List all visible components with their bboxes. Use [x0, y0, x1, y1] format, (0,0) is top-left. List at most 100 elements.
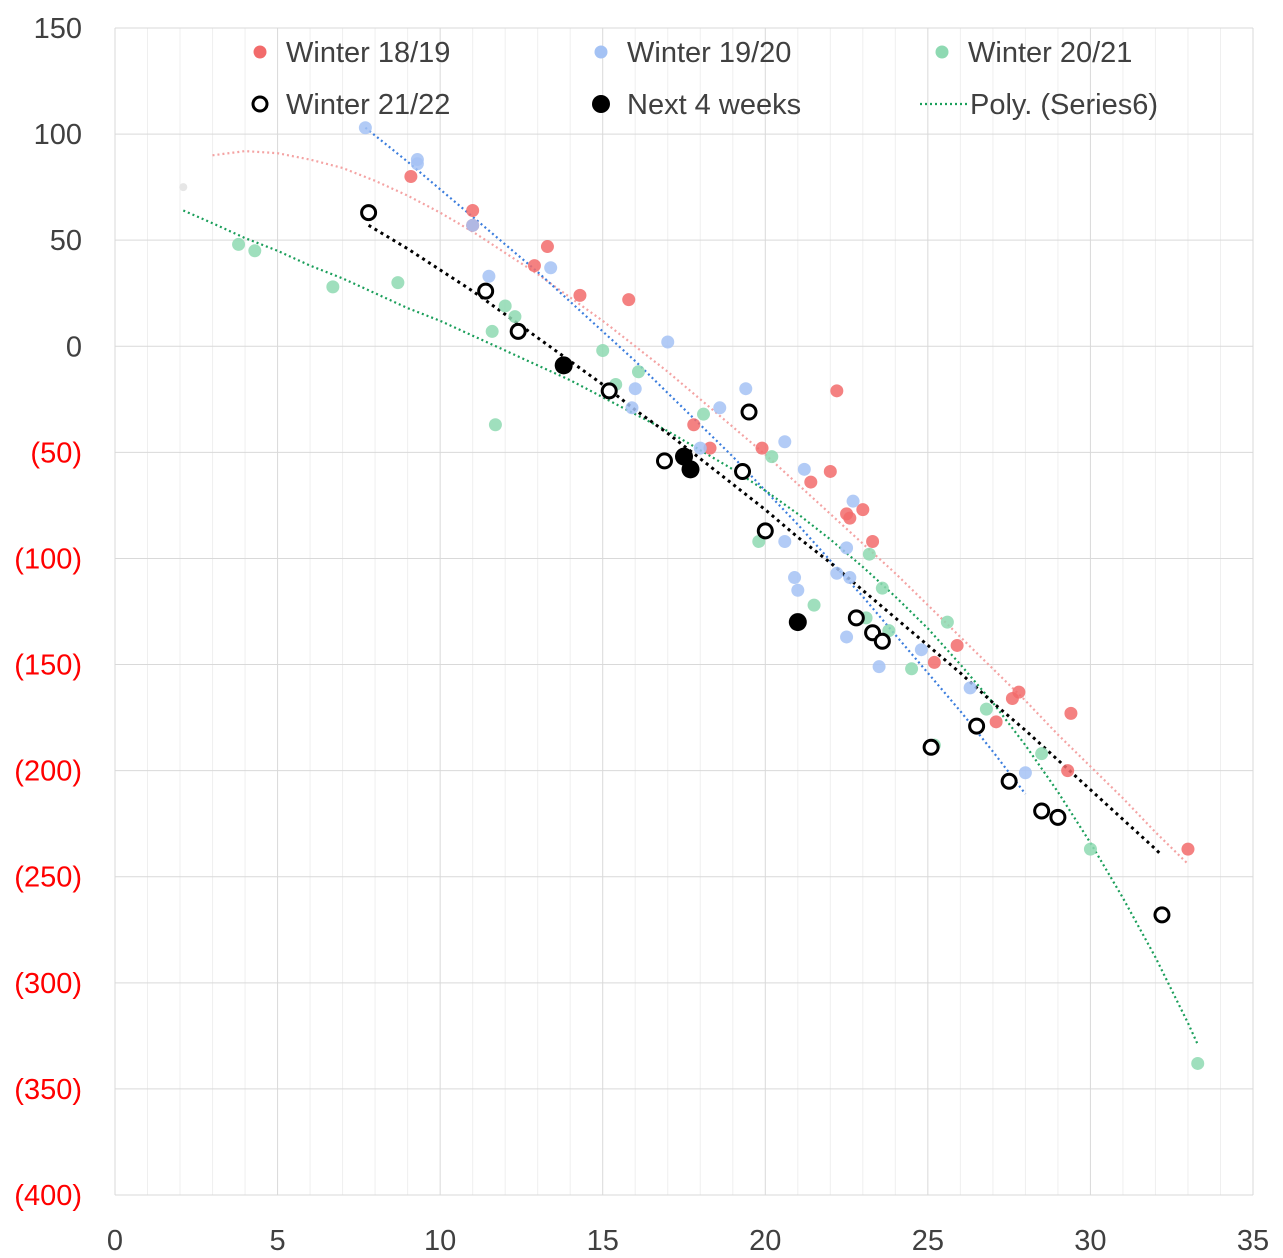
- data-point: [905, 662, 919, 676]
- data-point: [466, 203, 480, 217]
- data-point: [326, 280, 340, 294]
- data-point: [843, 571, 857, 585]
- data-point: [788, 613, 807, 632]
- data-point: [739, 382, 753, 396]
- data-point: [360, 204, 378, 222]
- data-point: [661, 335, 675, 349]
- data-point: [179, 183, 188, 192]
- data-point: [740, 403, 758, 421]
- data-point: [391, 276, 405, 290]
- data-point: [1000, 772, 1018, 790]
- y-tick-label: (150): [14, 650, 82, 682]
- x-tick-label: 0: [107, 1225, 123, 1257]
- data-point: [788, 571, 802, 585]
- data-point: [544, 261, 558, 275]
- y-tick-label: 0: [66, 331, 82, 363]
- data-point: [873, 632, 891, 650]
- x-tick-label: 15: [587, 1225, 619, 1257]
- data-point: [498, 299, 512, 313]
- data-point: [482, 269, 496, 283]
- data-point: [765, 450, 779, 464]
- data-point: [693, 441, 707, 455]
- legend-label: Poly. (Series6): [970, 89, 1158, 121]
- data-point: [1033, 802, 1051, 820]
- legend-label: Winter 19/20: [627, 37, 791, 69]
- data-point: [713, 401, 727, 415]
- y-tick-label: (400): [14, 1180, 82, 1212]
- trendlines: [182, 126, 1199, 1045]
- data-point: [840, 630, 854, 644]
- data-point: [358, 121, 372, 135]
- y-tick-label: 150: [34, 13, 82, 45]
- data-point: [872, 660, 886, 674]
- legend-marker: [935, 45, 949, 59]
- y-tick-label: (200): [14, 756, 82, 788]
- data-point: [509, 322, 527, 340]
- y-tick-label: (250): [14, 862, 82, 894]
- data-point: [477, 282, 495, 300]
- data-point: [807, 598, 821, 612]
- data-point: [846, 494, 860, 508]
- data-point: [922, 738, 940, 756]
- data-point: [847, 609, 865, 627]
- data-point: [488, 418, 502, 432]
- data-point: [625, 401, 639, 415]
- data-point: [1018, 766, 1032, 780]
- data-point: [466, 218, 480, 232]
- x-axis-tick-labels: 0 5 10 15 20 25 30 35: [107, 1225, 1269, 1257]
- data-point: [778, 534, 792, 548]
- data-point: [1049, 808, 1067, 826]
- data-point: [540, 240, 554, 254]
- data-point: [1035, 747, 1049, 761]
- data-point: [804, 475, 818, 489]
- data-point: [862, 547, 876, 561]
- data-point: [404, 170, 418, 184]
- data-point: [703, 441, 717, 455]
- data-point: [979, 702, 993, 716]
- data-point: [600, 382, 618, 400]
- data-point: [823, 464, 837, 478]
- data-point: [856, 503, 870, 517]
- y-axis-tick-labels: 150 100 50 0 (50) (100) (150) (200) (250) (300) (3…: [14, 13, 82, 1212]
- data-point: [840, 541, 854, 555]
- data-point: [734, 462, 752, 480]
- data-point: [631, 365, 645, 379]
- data-point: [1191, 1056, 1205, 1070]
- data-point: [755, 441, 769, 455]
- legend-marker: [594, 45, 608, 59]
- x-tick-label: 30: [1074, 1225, 1106, 1257]
- data-point: [843, 511, 857, 525]
- data-point: [628, 382, 642, 396]
- data-point: [1153, 906, 1171, 924]
- legend-marker: [253, 45, 267, 59]
- data-point: [830, 566, 844, 580]
- y-tick-label: (100): [14, 543, 82, 575]
- y-tick-label: 100: [34, 119, 82, 151]
- trendline: [364, 126, 1027, 795]
- data-point: [756, 522, 774, 540]
- data-point: [963, 681, 977, 695]
- data-point: [989, 715, 1003, 729]
- y-tick-label: 50: [50, 225, 82, 257]
- data-point: [232, 237, 246, 251]
- data-point: [875, 581, 889, 595]
- data-point: [1061, 764, 1075, 778]
- data-point: [687, 418, 701, 432]
- data-point: [830, 384, 844, 398]
- x-tick-label: 35: [1237, 1225, 1269, 1257]
- data-point: [927, 655, 941, 669]
- minor-gridlines: [147, 28, 1221, 1195]
- data-point: [778, 435, 792, 449]
- legend: Winter 18/19 Winter 19/20 Winter 20/21 Wint…: [251, 37, 1158, 121]
- data-point: [866, 534, 880, 548]
- trendline: [182, 209, 1199, 1045]
- y-tick-label: (350): [14, 1074, 82, 1106]
- data-point: [596, 344, 610, 358]
- data-point: [791, 583, 805, 597]
- major-gridlines: [114, 27, 1254, 1196]
- data-point: [1012, 685, 1026, 699]
- data-point: [940, 615, 954, 629]
- data-points: [179, 121, 1205, 1070]
- data-point: [950, 638, 964, 652]
